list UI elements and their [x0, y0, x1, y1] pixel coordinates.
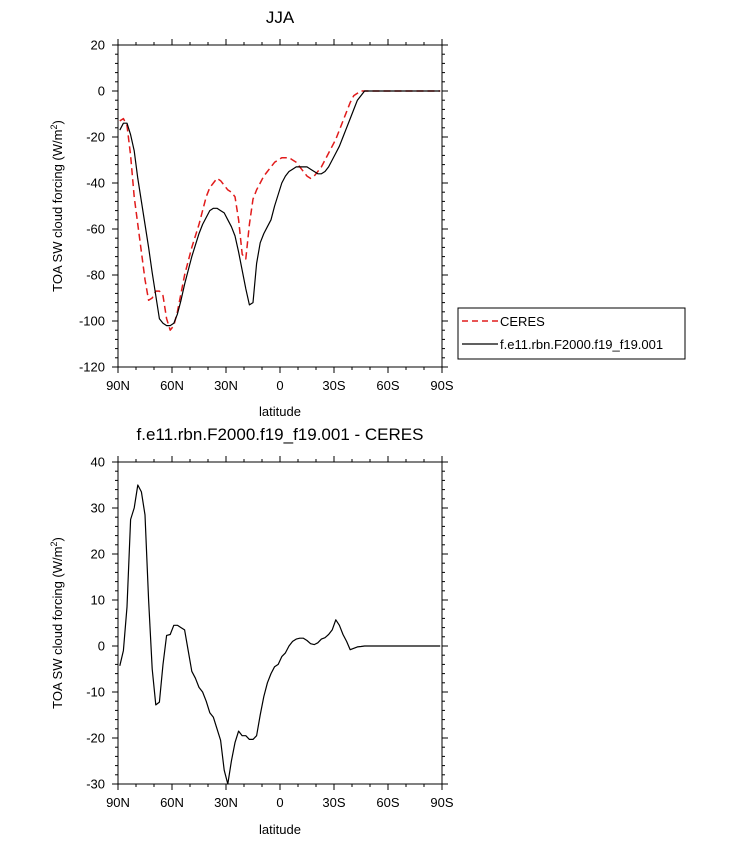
top-x-tick-labels: 90N 60N 30N 0 30S 60S 90S	[106, 378, 454, 393]
bottom-y-tick-label: 10	[91, 593, 105, 608]
top-y-tick-label: -80	[86, 268, 105, 283]
bottom-x-tick-label: 90S	[430, 795, 453, 810]
legend-label-ceres: CERES	[500, 314, 545, 329]
top-panel: JJA 90N 60N 30N 0 30S 60S 90S 20 0 -20 -40 -60 -80 -…	[49, 8, 454, 419]
bottom-ticks	[112, 456, 448, 790]
top-x-tick-label: 60S	[376, 378, 399, 393]
legend: CERES f.e11.rbn.F2000.f19_f19.001	[457, 307, 686, 360]
bottom-x-tick-label: 60S	[376, 795, 399, 810]
top-chart-title: JJA	[266, 8, 295, 27]
legend-box	[457, 307, 686, 360]
bottom-y-tick-labels: 40 30 20 10 0 -10 -20 -30	[86, 455, 105, 792]
top-y-tick-label: -100	[79, 314, 105, 329]
top-y-tick-labels: 20 0 -20 -40 -60 -80 -100 -120	[79, 38, 105, 375]
top-y-axis-label: TOA SW cloud forcing (W/m2)	[49, 120, 65, 292]
bottom-y-tick-label: -20	[86, 731, 105, 746]
bottom-panel: f.e11.rbn.F2000.f19_f19.001 - CERES 90N 6…	[49, 425, 454, 837]
top-x-tick-label: 30S	[322, 378, 345, 393]
bottom-plot-frame	[117, 461, 443, 785]
bottom-y-tick-label: -30	[86, 777, 105, 792]
legend-label-model: f.e11.rbn.F2000.f19_f19.001	[500, 337, 663, 352]
top-y-tick-label: 20	[91, 38, 105, 53]
top-x-tick-label: 60N	[160, 378, 184, 393]
bottom-x-tick-labels: 90N 60N 30N 0 30S 60S 90S	[106, 795, 454, 810]
bottom-y-tick-label: 0	[98, 639, 105, 654]
top-plot-frame	[117, 44, 443, 368]
bottom-y-tick-label: 20	[91, 547, 105, 562]
bottom-series	[119, 484, 441, 785]
top-x-tick-label: 30N	[214, 378, 238, 393]
bottom-y-axis-label: TOA SW cloud forcing (W/m2)	[49, 537, 65, 709]
bottom-y-tick-label: -10	[86, 685, 105, 700]
top-x-tick-label: 90S	[430, 378, 453, 393]
bottom-x-axis-label: latitude	[259, 822, 301, 837]
bottom-x-tick-label: 0	[276, 795, 283, 810]
top-y-tick-label: -120	[79, 360, 105, 375]
top-series-line-model	[119, 90, 441, 327]
top-x-axis-label: latitude	[259, 404, 301, 419]
bottom-y-tick-label: 30	[91, 501, 105, 516]
bottom-x-tick-label: 30N	[214, 795, 238, 810]
bottom-x-tick-label: 30S	[322, 795, 345, 810]
top-x-tick-label: 0	[276, 378, 283, 393]
bottom-series-line-model	[119, 484, 441, 785]
top-y-tick-label: -20	[86, 130, 105, 145]
top-y-tick-label: 0	[98, 84, 105, 99]
bottom-x-tick-label: 90N	[106, 795, 130, 810]
bottom-y-tick-label: 40	[91, 455, 105, 470]
top-series	[119, 90, 441, 331]
bottom-chart-title: f.e11.rbn.F2000.f19_f19.001 - CERES	[137, 425, 424, 444]
bottom-x-tick-label: 60N	[160, 795, 184, 810]
top-y-tick-label: -60	[86, 222, 105, 237]
top-series-line-ceres	[119, 90, 441, 331]
top-x-tick-label: 90N	[106, 378, 130, 393]
top-y-tick-label: -40	[86, 176, 105, 191]
